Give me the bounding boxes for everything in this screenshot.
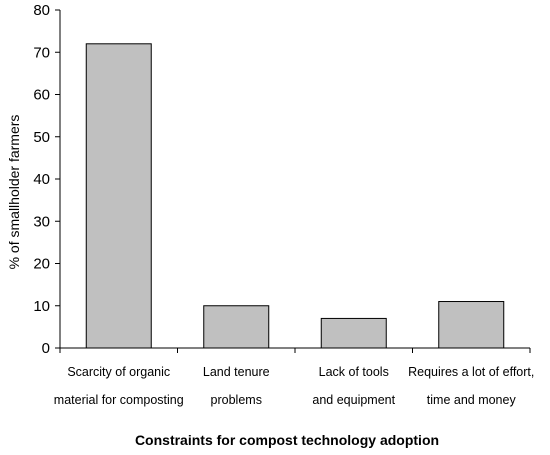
x-category-label: and equipment [312,393,395,407]
y-tick-label: 10 [33,298,50,315]
y-tick-label: 70 [33,44,50,61]
x-axis: Scarcity of organic material for composti… [54,347,534,407]
y-tick-label: 80 [33,2,50,19]
y-axis: 0 10 20 30 40 50 60 70 80 [33,2,61,357]
x-category-label: Land tenure [203,365,270,379]
x-category-label: material for composting [54,393,184,407]
x-category-label: time and money [427,393,517,407]
y-tick-label: 20 [33,256,50,273]
x-category-label: Lack of tools [319,365,389,379]
bar [438,301,505,349]
bar [203,305,270,349]
x-category-label: Requires a lot of effort, [408,365,534,379]
bar [85,43,152,349]
y-tick-label: 60 [33,87,50,104]
x-category-label: Scarcity of organic [67,365,170,379]
y-tick-label: 50 [33,129,50,146]
x-axis-title: Constraints for compost technology adopt… [135,432,439,448]
y-tick-label: 30 [33,213,50,230]
bar [320,317,387,349]
y-axis-title: % of smallholder farmers [6,115,22,270]
x-category-label: problems [211,393,262,407]
bars-group [85,43,505,349]
y-tick-label: 0 [42,340,50,357]
y-tick-label: 40 [33,171,50,188]
